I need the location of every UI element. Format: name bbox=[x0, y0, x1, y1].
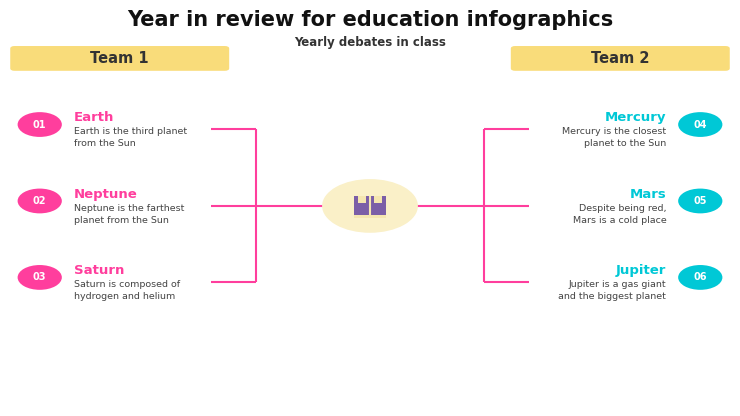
Text: Mercury: Mercury bbox=[605, 111, 666, 124]
Text: Jupiter: Jupiter bbox=[616, 264, 666, 277]
Text: Yearly debates in class: Yearly debates in class bbox=[294, 36, 446, 49]
FancyBboxPatch shape bbox=[354, 196, 386, 218]
Circle shape bbox=[18, 112, 62, 137]
Text: 06: 06 bbox=[693, 272, 707, 282]
Text: Neptune is the farthest
planet from the Sun: Neptune is the farthest planet from the … bbox=[74, 204, 184, 225]
Text: Jupiter is a gas giant
and the biggest planet: Jupiter is a gas giant and the biggest p… bbox=[559, 280, 666, 301]
Circle shape bbox=[678, 188, 722, 213]
FancyBboxPatch shape bbox=[10, 46, 229, 71]
Text: Team 1: Team 1 bbox=[90, 51, 149, 66]
Text: Mercury is the closest
planet to the Sun: Mercury is the closest planet to the Sun bbox=[562, 127, 666, 148]
Text: Neptune: Neptune bbox=[74, 188, 138, 201]
Text: Despite being red,
Mars is a cold place: Despite being red, Mars is a cold place bbox=[573, 204, 666, 225]
Text: 04: 04 bbox=[693, 119, 707, 129]
Text: 05: 05 bbox=[693, 196, 707, 206]
Text: 01: 01 bbox=[33, 119, 47, 129]
Text: Earth: Earth bbox=[74, 111, 114, 124]
Text: Earth is the third planet
from the Sun: Earth is the third planet from the Sun bbox=[74, 127, 186, 148]
Circle shape bbox=[678, 265, 722, 290]
Text: Year in review for education infographics: Year in review for education infographic… bbox=[127, 10, 613, 30]
Text: Mars: Mars bbox=[630, 188, 666, 201]
FancyBboxPatch shape bbox=[511, 46, 730, 71]
FancyBboxPatch shape bbox=[354, 215, 386, 218]
Circle shape bbox=[322, 179, 418, 233]
Text: 02: 02 bbox=[33, 196, 47, 206]
FancyBboxPatch shape bbox=[358, 196, 366, 203]
Text: Saturn: Saturn bbox=[74, 264, 124, 277]
Circle shape bbox=[18, 265, 62, 290]
Text: 03: 03 bbox=[33, 272, 47, 282]
FancyBboxPatch shape bbox=[374, 196, 382, 203]
FancyBboxPatch shape bbox=[366, 196, 374, 203]
Text: Saturn is composed of
hydrogen and helium: Saturn is composed of hydrogen and heliu… bbox=[74, 280, 180, 301]
Text: Team 2: Team 2 bbox=[591, 51, 650, 66]
Circle shape bbox=[678, 112, 722, 137]
Circle shape bbox=[18, 188, 62, 213]
